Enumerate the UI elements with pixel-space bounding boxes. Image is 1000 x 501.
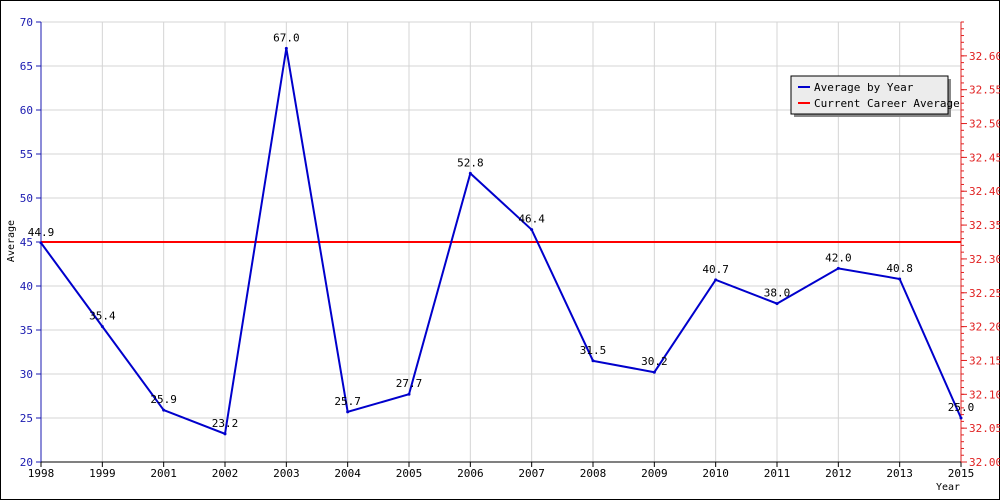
y2-tick-label: 32.25 bbox=[969, 287, 1000, 300]
data-point bbox=[836, 266, 840, 270]
data-point bbox=[652, 370, 656, 374]
legend-box bbox=[790, 75, 949, 115]
x-tick-label: 2004 bbox=[334, 467, 361, 480]
y2-tick-label: 32.10 bbox=[969, 388, 1000, 401]
y-tick-label: 20 bbox=[20, 456, 33, 469]
data-label: 42.0 bbox=[825, 251, 852, 264]
y-tick-label: 45 bbox=[20, 236, 33, 249]
x-tick-label: 2007 bbox=[518, 467, 545, 480]
data-point bbox=[162, 408, 166, 412]
data-point bbox=[775, 302, 779, 306]
data-point bbox=[898, 277, 902, 281]
data-label: 67.0 bbox=[273, 31, 300, 44]
y2-tick-label: 32.15 bbox=[969, 354, 1000, 367]
data-label: 52.8 bbox=[457, 156, 484, 169]
data-labels: 44.9 35.4 25.9 23.2 67.0 25.7 27.7 52.8 46.4 31.5… bbox=[28, 31, 975, 429]
data-point bbox=[591, 359, 595, 363]
y2-tick-label: 32.35 bbox=[969, 219, 1000, 232]
x-tick-label: 2013 bbox=[886, 467, 913, 480]
data-point bbox=[284, 46, 288, 50]
x-tick-label: 2005 bbox=[396, 467, 423, 480]
x-tick-label: 1999 bbox=[89, 467, 116, 480]
data-point bbox=[346, 410, 350, 414]
x-tick-label: 2010 bbox=[702, 467, 729, 480]
x-tick-label: 2011 bbox=[764, 467, 791, 480]
data-point bbox=[530, 228, 534, 232]
data-label: 40.7 bbox=[702, 263, 729, 276]
series bbox=[39, 46, 963, 436]
x-tick-label: 2001 bbox=[150, 467, 177, 480]
x-tick-label: 2003 bbox=[273, 467, 300, 480]
data-label: 46.4 bbox=[518, 213, 545, 226]
y-tick-label: 60 bbox=[20, 104, 33, 117]
data-label: 40.8 bbox=[886, 262, 913, 275]
data-label: 31.5 bbox=[580, 344, 607, 357]
y2-tick-label: 32.00 bbox=[969, 456, 1000, 469]
data-label: 35.4 bbox=[89, 309, 116, 322]
y2-tick-label: 32.40 bbox=[969, 185, 1000, 198]
y2-tick-label: 32.45 bbox=[969, 151, 1000, 164]
data-point bbox=[714, 278, 718, 282]
x-tick-label: 2015 bbox=[948, 467, 975, 480]
x-tick-label: 1998 bbox=[28, 467, 55, 480]
y-axis-label: Average bbox=[6, 220, 17, 262]
data-point bbox=[223, 432, 227, 436]
legend-label-average-by-year: Average by Year bbox=[814, 81, 914, 94]
data-point bbox=[407, 392, 411, 396]
y-tick-label: 35 bbox=[20, 324, 33, 337]
ticks: 20 25 30 35 40 45 50 55 60 65 70 1998 1999 2001 2002 20… bbox=[20, 16, 1000, 480]
x-tick-label: 2012 bbox=[825, 467, 852, 480]
y-tick-label: 55 bbox=[20, 148, 33, 161]
x-axis-label: Year bbox=[936, 482, 960, 493]
data-label: 30.2 bbox=[641, 355, 668, 368]
y-tick-label: 30 bbox=[20, 368, 33, 381]
data-label: 25.7 bbox=[334, 395, 361, 408]
y2-tick-label: 32.20 bbox=[969, 321, 1000, 334]
x-tick-label: 2009 bbox=[641, 467, 668, 480]
data-point bbox=[959, 416, 963, 420]
y2-tick-label: 32.05 bbox=[969, 422, 1000, 435]
data-label: 25.0 bbox=[948, 401, 975, 414]
data-label: 27.7 bbox=[396, 377, 423, 390]
y2-tick-label: 32.60 bbox=[969, 50, 1000, 63]
y-tick-label: 65 bbox=[20, 60, 33, 73]
data-point bbox=[100, 324, 104, 328]
y-tick-label: 70 bbox=[20, 16, 33, 29]
data-label: 23.2 bbox=[212, 417, 239, 430]
y2-tick-label: 32.55 bbox=[969, 84, 1000, 97]
x-tick-label: 2002 bbox=[212, 467, 239, 480]
x-tick-label: 2006 bbox=[457, 467, 484, 480]
y-tick-label: 25 bbox=[20, 412, 33, 425]
data-label: 25.9 bbox=[150, 393, 177, 406]
data-label: 38.0 bbox=[764, 287, 791, 300]
y2-tick-label: 32.50 bbox=[969, 118, 1000, 131]
x-tick-label: 2008 bbox=[580, 467, 607, 480]
y-tick-label: 50 bbox=[20, 192, 33, 205]
legend: Average by Year Current Career Average bbox=[790, 75, 960, 117]
series-line-average-by-year bbox=[40, 48, 962, 436]
data-point bbox=[39, 241, 43, 245]
data-point bbox=[468, 171, 472, 175]
legend-label-current-career-average: Current Career Average bbox=[814, 97, 960, 110]
y-tick-label: 40 bbox=[20, 280, 33, 293]
data-label: 44.9 bbox=[28, 226, 55, 239]
y2-tick-label: 32.30 bbox=[969, 253, 1000, 266]
